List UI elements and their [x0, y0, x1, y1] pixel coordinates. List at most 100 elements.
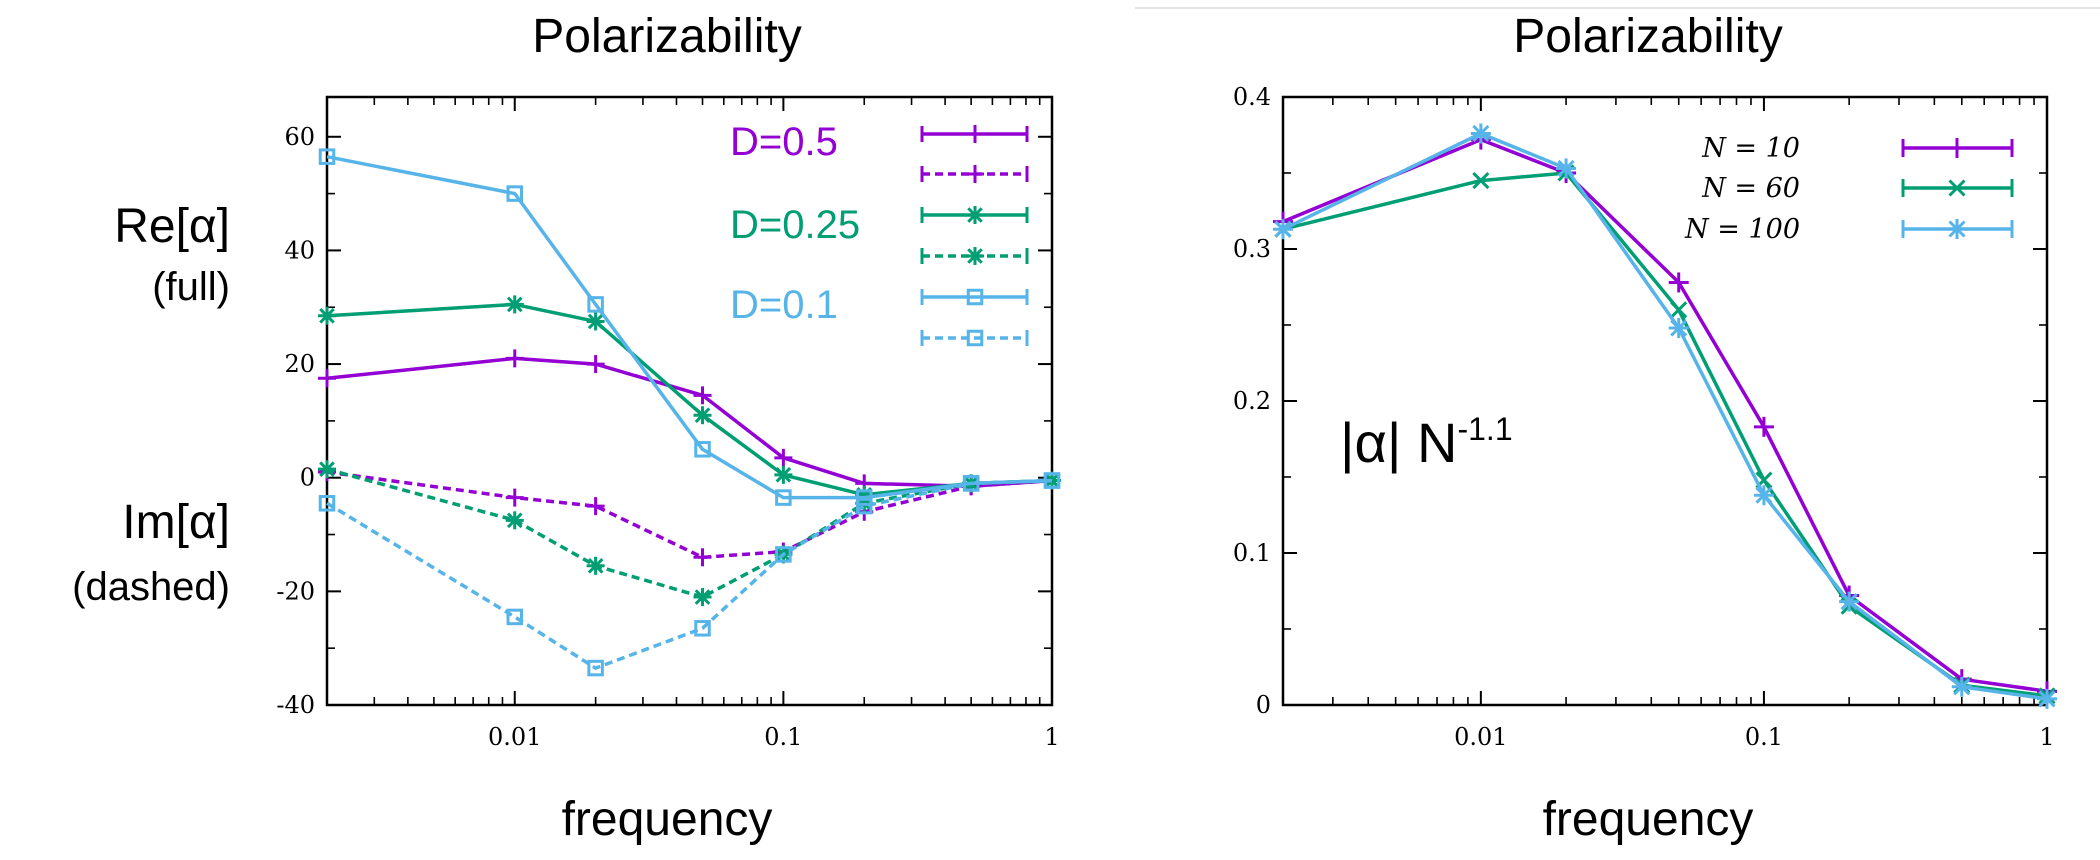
- data-point: [775, 546, 792, 563]
- data-point: [586, 312, 605, 331]
- data-point-box: [1043, 472, 1061, 489]
- data-point: [318, 460, 336, 479]
- data-point: [1951, 676, 1972, 697]
- data-point: [587, 296, 604, 313]
- series-line: [1282, 137, 2048, 694]
- data-point-stroke: [694, 407, 711, 424]
- data-point: [775, 489, 792, 506]
- chart-title: Polarizability: [532, 10, 801, 63]
- legend-marker-stroke: [967, 207, 983, 223]
- legend-marker-stroke: [967, 248, 983, 264]
- series-line: [1282, 131, 2048, 701]
- data-point-box: [587, 659, 604, 677]
- legend-sample: [920, 247, 1029, 265]
- data-point-stroke: [1755, 486, 1773, 504]
- legend-marker: [966, 206, 984, 224]
- series-purple-dashed: [318, 463, 1061, 567]
- data-point: [693, 406, 712, 425]
- y-tick-label: 0: [300, 464, 315, 492]
- data-point-box: [694, 441, 711, 458]
- legend-marker: [1947, 219, 1967, 239]
- data-point: [505, 349, 524, 368]
- legend-marker: [966, 329, 984, 347]
- x-tick-label: 0.01: [488, 723, 541, 751]
- data-point: [1273, 219, 1293, 240]
- data-point-box: [775, 546, 792, 563]
- y-label-im: Im[α]: [122, 496, 230, 549]
- legend-sample: [920, 329, 1029, 347]
- annotation-superscript: -1.1: [1457, 411, 1512, 447]
- data-point-box: [506, 608, 524, 626]
- y-label-im-sub: (dashed): [72, 565, 230, 609]
- data-point-stroke: [2038, 690, 2056, 708]
- annotation-main: |α| N: [1340, 411, 1457, 474]
- data-point-box: [855, 497, 873, 515]
- data-point: [506, 608, 524, 626]
- data-point: [774, 465, 793, 484]
- data-point: [694, 620, 711, 637]
- data-point: [1839, 591, 1860, 612]
- series-line: [326, 478, 1053, 670]
- data-point: [318, 369, 336, 388]
- legend-marker-stroke: [1948, 179, 1966, 197]
- legend-label: D=0.1: [730, 283, 838, 327]
- data-point-stroke: [1274, 220, 1292, 238]
- legend-marker: [966, 288, 984, 306]
- data-point: [318, 148, 336, 165]
- x-axis-label: frequency: [562, 793, 773, 846]
- data-point-stroke: [587, 557, 604, 574]
- legend-sample: [920, 288, 1029, 306]
- data-point-box: [855, 489, 873, 506]
- series-green-dashed: [318, 460, 1061, 607]
- legend-marker-stroke: [1948, 220, 1966, 238]
- legend-label: N = 10: [1701, 133, 1800, 164]
- y-tick-label: -40: [276, 691, 315, 719]
- data-point: [1668, 318, 1689, 339]
- data-point-stroke: [694, 589, 711, 605]
- data-point-stroke: [1044, 472, 1060, 489]
- legend-label: N = 100: [1684, 214, 1800, 245]
- data-point-stroke: [587, 313, 604, 330]
- data-point: [2037, 688, 2057, 709]
- data-point-stroke: [1953, 678, 1971, 696]
- data-point-stroke: [1472, 172, 1490, 190]
- data-point-stroke: [319, 307, 335, 324]
- y-tick-label: 0.2: [1233, 387, 1271, 415]
- y-tick-label: 20: [284, 350, 315, 378]
- series-n-100: [1273, 123, 2057, 709]
- data-point-box: [318, 148, 336, 165]
- x-tick-label: 1: [1044, 723, 1059, 751]
- data-point: [505, 511, 524, 530]
- legend-marker: [966, 125, 984, 143]
- series-purple-solid: [318, 349, 1061, 496]
- y-tick-label: 0: [1256, 691, 1271, 719]
- data-point: [1043, 472, 1061, 489]
- legend-sample: [920, 165, 1029, 183]
- data-point: [587, 659, 604, 677]
- data-point: [855, 489, 873, 506]
- data-point: [693, 588, 712, 607]
- y-tick-label: -20: [276, 577, 315, 605]
- legend-marker: [1948, 179, 1966, 197]
- legend-entry: N = 100: [1684, 214, 2014, 245]
- data-point: [1556, 158, 1577, 179]
- data-point: [586, 497, 605, 516]
- legend-sample: [920, 206, 1029, 224]
- y-label-re: Re[α]: [114, 200, 230, 253]
- data-point-stroke: [1670, 301, 1688, 319]
- data-point: [855, 497, 873, 515]
- data-point: [1470, 123, 1491, 144]
- x-tick-label: 0.1: [1745, 723, 1783, 751]
- annotation-text: |α| N-1.1: [1340, 411, 1513, 474]
- x-axis-label: frequency: [1543, 793, 1754, 846]
- x-tick-label: 0.1: [764, 723, 802, 751]
- y-tick-label: 0.3: [1233, 235, 1271, 263]
- data-point-stroke: [775, 467, 792, 483]
- left-chart: 0.01 0.1 1 -40 -20 0 20 40 60 Polarizability frequ…: [72, 10, 1061, 846]
- data-point: [774, 448, 793, 467]
- data-point-stroke: [319, 461, 335, 477]
- x-tick-label: 0.01: [1454, 723, 1507, 751]
- data-point-stroke: [506, 512, 523, 529]
- series-blue-dashed: [318, 472, 1061, 677]
- data-point-box: [587, 296, 604, 313]
